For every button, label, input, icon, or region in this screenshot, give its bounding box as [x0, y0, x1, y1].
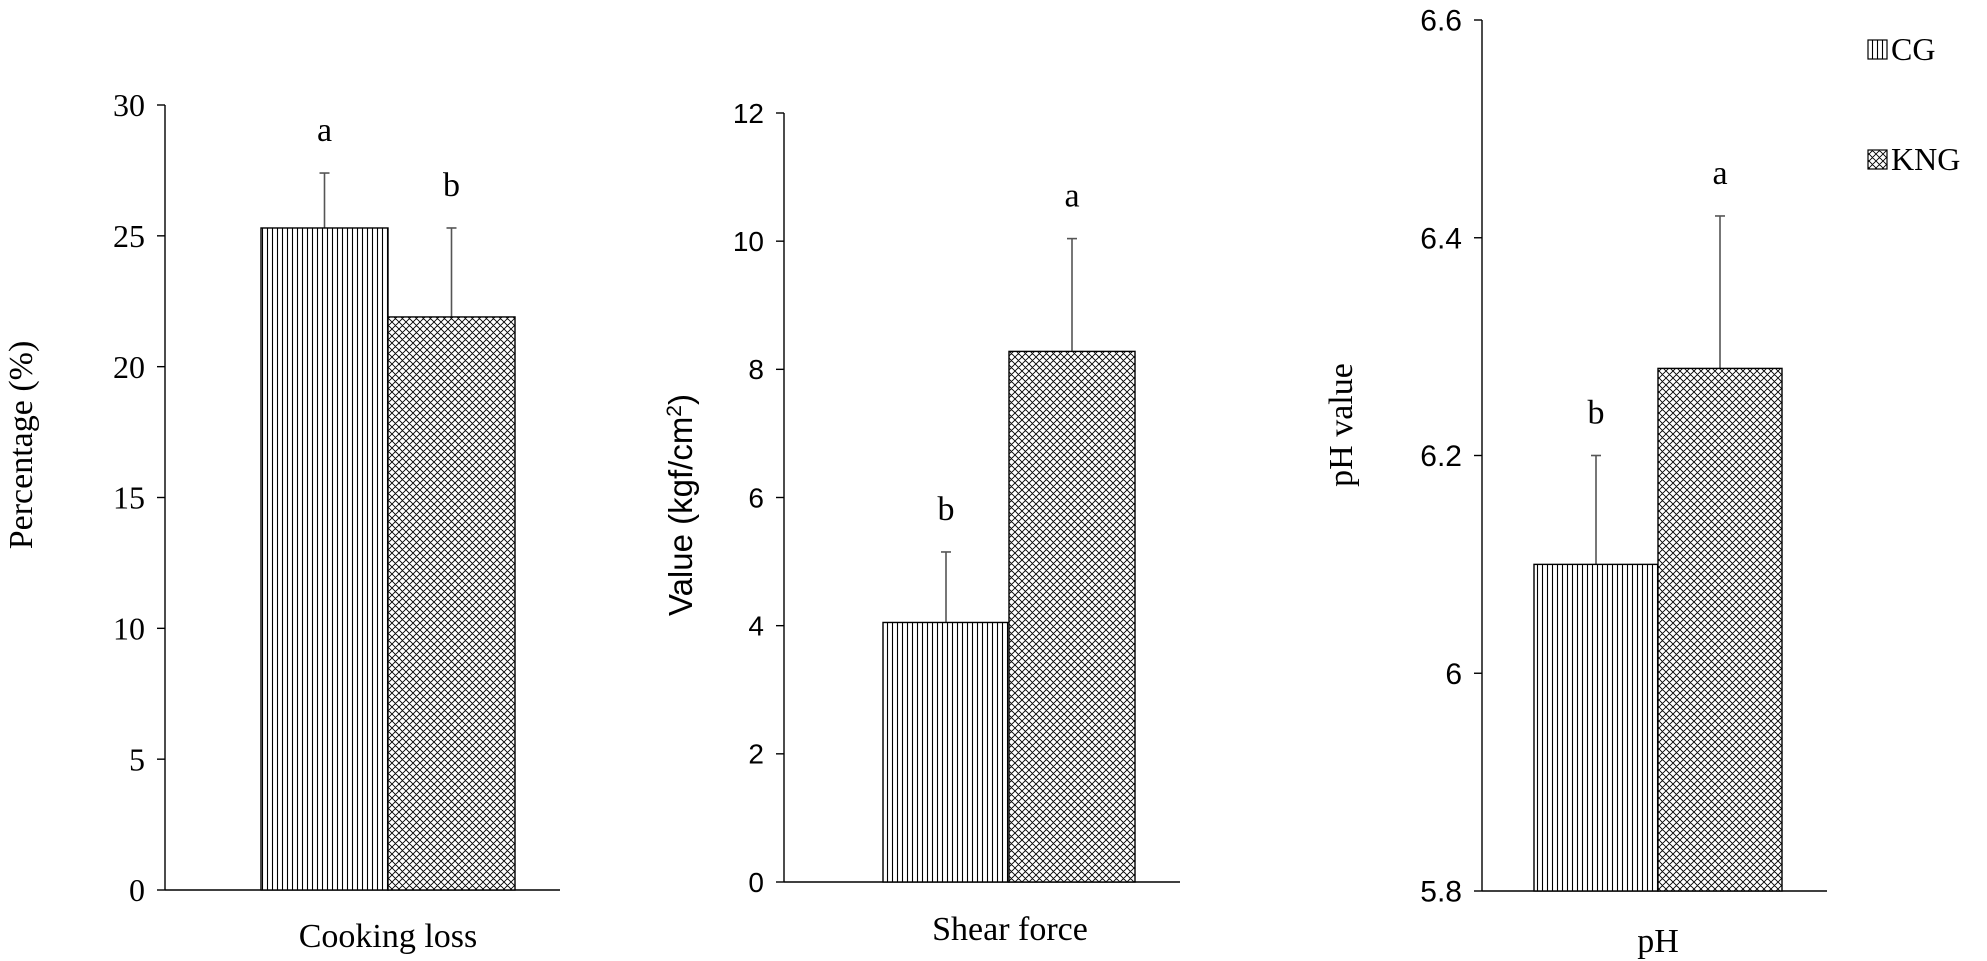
y-axis-label-superscript: 2	[663, 405, 686, 417]
y-tick-label: 6.4	[1420, 222, 1462, 255]
y-tick-label: 5.8	[1420, 876, 1462, 909]
y-tick-labels: 0 5 10 15 20 25 30	[113, 87, 145, 908]
legend-swatch-kng	[1867, 149, 1888, 170]
y-tick-label: 6	[1445, 658, 1462, 691]
bars: ba	[882, 178, 1136, 883]
significance-letter-cg: b	[1588, 395, 1605, 432]
bars: ab	[260, 112, 516, 891]
y-tick-labels: 5.8 6 6.2 6.4 6.6	[1420, 5, 1462, 909]
legend-label-cg: CG	[1891, 31, 1935, 67]
y-tick-label: 6	[748, 482, 764, 513]
bars: ba	[1533, 155, 1783, 892]
y-axis-label: pH value	[1323, 363, 1360, 487]
y-tick-label: 4	[748, 610, 764, 641]
x-category-label: Cooking loss	[299, 918, 478, 955]
y-tick-labels: 0 2 4 6 8 10 12	[733, 98, 764, 898]
y-axis-label-main: Value (kgf/cm	[662, 417, 699, 616]
y-tick-label: 10	[113, 611, 145, 647]
bar-kng	[387, 316, 516, 891]
y-tick-label: 2	[748, 739, 764, 770]
y-tick-label: 6.6	[1420, 5, 1462, 38]
significance-letter-cg: b	[938, 491, 955, 528]
y-tick-label: 6.2	[1420, 440, 1462, 473]
y-tick-label: 12	[733, 98, 764, 129]
legend-swatch-cg	[1867, 39, 1888, 60]
bar-kng	[1657, 367, 1783, 892]
y-axis-label: Value (kgf/cm2)	[662, 394, 699, 616]
chart-panel-ph: 5.866.26.46.6 ba pH value pH	[1323, 5, 1827, 960]
significance-letter-kng: b	[443, 167, 460, 204]
y-tick-label: 0	[129, 872, 145, 908]
bar-cg	[882, 621, 1010, 883]
y-tick-label: 15	[113, 480, 145, 516]
bar-cg	[260, 227, 389, 891]
legend-label-kng: KNG	[1891, 141, 1960, 177]
y-tick-label: 30	[113, 87, 145, 123]
significance-letter-kng: a	[1064, 178, 1079, 215]
y-tick-label: 0	[748, 867, 764, 898]
legend: CG KNG	[1867, 31, 1960, 177]
y-tick-label: 5	[129, 741, 145, 777]
y-axis-label: Percentage (%)	[3, 341, 40, 550]
y-tick-label: 8	[748, 354, 764, 385]
y-tick-label: 10	[733, 226, 764, 257]
y-axis-label-end: )	[662, 394, 699, 405]
x-category-label: Shear force	[932, 911, 1088, 948]
bar-cg	[1533, 563, 1659, 892]
y-tick-label: 25	[113, 218, 145, 254]
significance-letter-kng: a	[1712, 155, 1727, 192]
bar-kng	[1008, 350, 1136, 883]
significance-letter-cg: a	[317, 112, 332, 149]
y-tick-label: 20	[113, 349, 145, 385]
x-category-label: pH	[1637, 923, 1679, 960]
